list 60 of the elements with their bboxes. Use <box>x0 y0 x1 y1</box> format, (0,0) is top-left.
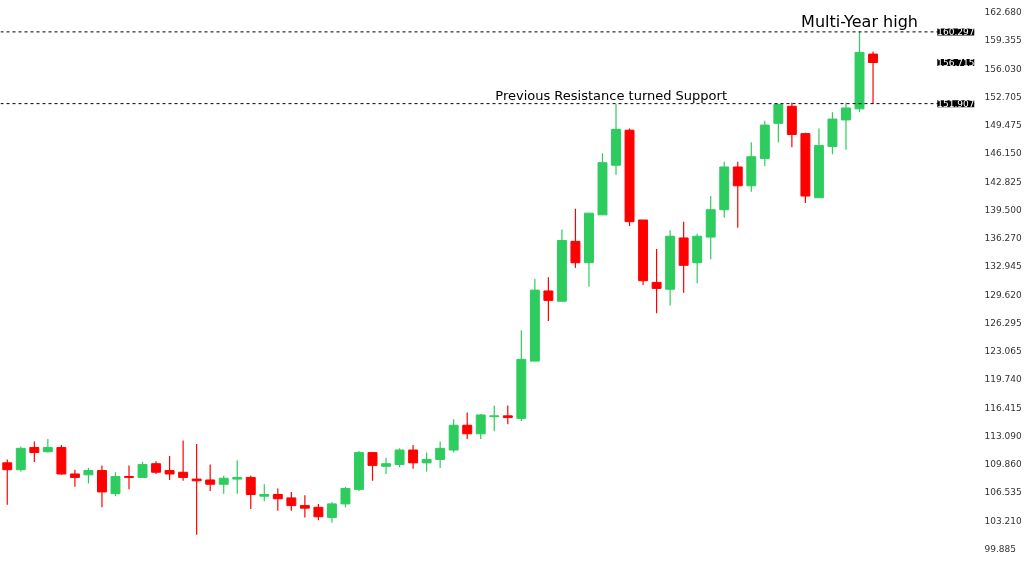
candlestick <box>15 446 26 473</box>
candlestick <box>326 501 337 524</box>
y-tick-label: 159.355 <box>984 35 1022 46</box>
candlestick <box>543 276 554 322</box>
candlestick <box>286 491 297 512</box>
candlestick <box>232 459 243 495</box>
candlestick <box>96 464 107 508</box>
candlestick <box>462 411 473 440</box>
candlestick <box>732 161 743 229</box>
candlestick <box>69 469 80 488</box>
candlestick <box>299 494 310 519</box>
y-tick-label: 109.860 <box>984 458 1022 469</box>
candlestick <box>178 440 189 482</box>
candlestick <box>2 458 13 506</box>
candlestick <box>29 440 40 463</box>
y-tick-label: 119.740 <box>984 374 1022 385</box>
candlestick <box>489 404 500 432</box>
candlestick <box>124 464 134 490</box>
candlestick <box>272 487 283 512</box>
candlestick <box>205 463 216 492</box>
candlestick <box>381 457 392 475</box>
annotation: 160.297 <box>937 27 975 38</box>
candlestick <box>340 486 351 508</box>
candlestick <box>868 50 879 105</box>
ref-line-label: Previous Resistance turned Support <box>495 87 728 103</box>
candlestick <box>245 475 256 510</box>
y-tick-label: 113.090 <box>984 431 1022 442</box>
candlestick <box>394 447 405 468</box>
candlestick <box>773 103 784 143</box>
candlestick <box>570 208 581 269</box>
annotation: 151.907 <box>937 99 975 110</box>
y-tick-label: 146.150 <box>984 148 1022 159</box>
y-tick-label: 152.705 <box>984 92 1022 103</box>
candlestick <box>841 102 851 151</box>
y-tick-label: 149.475 <box>984 119 1022 130</box>
y-tick-label: 106.535 <box>984 487 1022 498</box>
y-tick-label: 142.825 <box>984 176 1022 187</box>
y-tick-label: 162.680 <box>984 7 1022 17</box>
ref-line-label: Multi-Year high <box>801 11 918 31</box>
candlestick <box>502 404 513 425</box>
y-tick-label: 123.065 <box>984 345 1022 356</box>
candlestick <box>651 248 662 314</box>
y-tick-label: 116.415 <box>984 402 1022 413</box>
y-tick-label: 136.270 <box>984 232 1022 243</box>
y-tick-label: 129.620 <box>984 289 1022 300</box>
candlestick <box>110 471 121 497</box>
annotation: 156.715 <box>937 58 975 69</box>
candlestick <box>191 443 202 536</box>
y-tick-label: 156.030 <box>984 63 1022 74</box>
y-tick-label: 139.500 <box>984 205 1022 216</box>
y-tick-label: 99.885 <box>984 544 1016 554</box>
y-tick-label: 132.945 <box>984 261 1022 272</box>
candlestick <box>435 440 446 469</box>
candlestick <box>421 451 432 473</box>
candlestick <box>475 413 486 440</box>
candlestick <box>367 451 378 482</box>
candlestick <box>164 455 175 481</box>
y-tick-label: 103.210 <box>984 515 1022 526</box>
y-tick-label: 126.295 <box>984 318 1022 329</box>
candlestick <box>408 444 419 470</box>
